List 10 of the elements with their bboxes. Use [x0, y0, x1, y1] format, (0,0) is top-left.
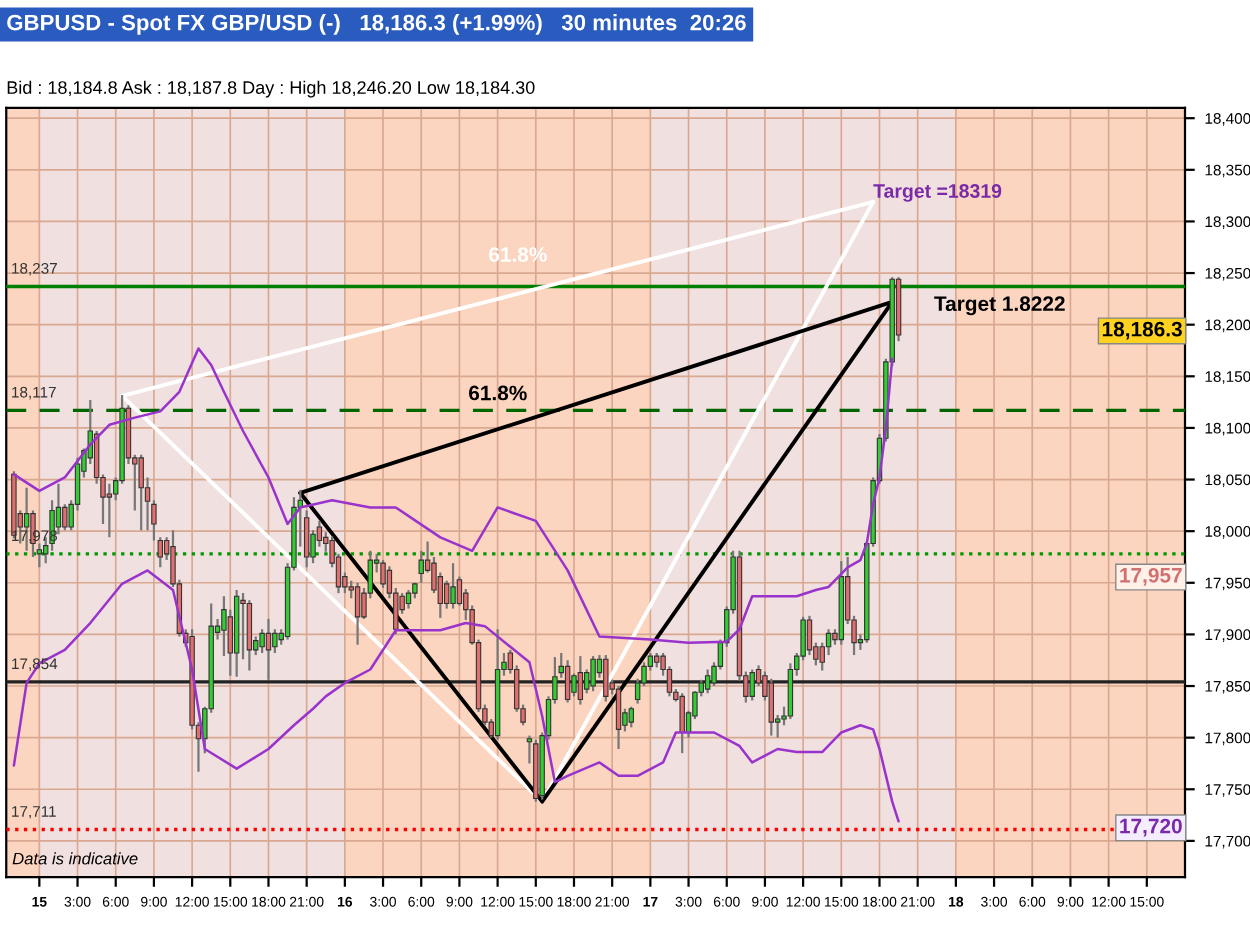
annotation: 17,720 [1120, 818, 1182, 837]
annotation: 61.8% [489, 247, 547, 262]
chart-subtitle: Bid : 18,184.8 Ask : 18,187.8 Day : High 18,246.20 Low 18,184.30 [7, 80, 535, 98]
annotation: 18,186.3 [1102, 321, 1182, 340]
annotation: Target =18319 [873, 184, 1002, 202]
chart-title: GBPUSD - Spot FX GBP/USD (-) 18,186.3 (+1.99%) 30 minutes 20:26 [7, 14, 746, 35]
annotation: Data is indicative [12, 852, 138, 865]
annotation: Target 1.8222 [934, 296, 1065, 316]
annotation: 17,957 [1120, 567, 1182, 586]
annotation: 61.8% [469, 385, 527, 401]
